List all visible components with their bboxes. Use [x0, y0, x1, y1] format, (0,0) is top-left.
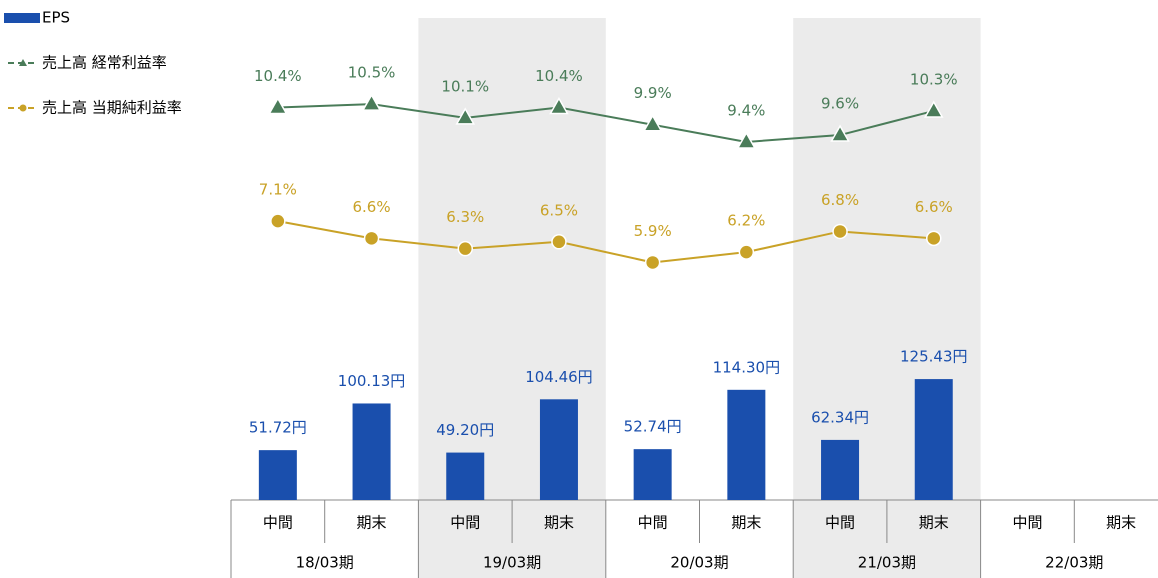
group-label: 21/03期 — [858, 554, 916, 572]
marker — [736, 131, 757, 149]
data-label: 6.5% — [540, 201, 578, 219]
marker — [549, 96, 569, 115]
bar — [633, 449, 672, 500]
data-label: 6.6% — [352, 198, 390, 216]
x-tick-label: 中間 — [825, 514, 855, 532]
legend-label: 売上高 当期純利益率 — [42, 99, 182, 117]
data-label: 7.1% — [259, 181, 297, 199]
data-label: 9.4% — [727, 101, 765, 119]
bar — [821, 439, 860, 500]
data-label: 10.5% — [348, 64, 396, 82]
marker — [268, 96, 288, 115]
x-tick-label: 期末 — [357, 514, 387, 532]
data-label: 10.1% — [441, 77, 489, 95]
data-label: 125.43円 — [900, 348, 968, 366]
data-label: 6.6% — [915, 198, 953, 216]
data-label: 5.9% — [634, 222, 672, 240]
group-label: 20/03期 — [670, 554, 728, 572]
bar — [352, 403, 391, 500]
data-label: 52.74円 — [624, 418, 682, 436]
bar — [446, 452, 485, 500]
line — [277, 103, 934, 143]
marker — [455, 107, 476, 125]
x-tick-label: 期末 — [731, 514, 761, 532]
marker — [923, 100, 944, 118]
x-tick-label: 中間 — [638, 514, 668, 532]
data-label: 10.3% — [910, 70, 958, 88]
data-label: 10.4% — [535, 67, 583, 85]
x-tick-label: 中間 — [263, 514, 293, 532]
marker — [270, 213, 286, 229]
x-tick-label: 期末 — [544, 514, 574, 532]
data-label: 104.46円 — [525, 368, 593, 386]
marker — [644, 254, 661, 271]
data-label: 9.9% — [634, 84, 672, 102]
legend-marker — [19, 104, 27, 112]
marker — [457, 240, 473, 257]
bar — [258, 450, 297, 500]
data-label: 51.72円 — [249, 419, 307, 437]
data-label: 9.6% — [821, 95, 859, 113]
marker — [832, 223, 848, 240]
marker — [361, 93, 382, 111]
legend-marker — [19, 59, 27, 66]
data-label: 114.30円 — [713, 358, 781, 376]
data-label: 10.4% — [254, 67, 302, 85]
data-label: 6.8% — [821, 191, 859, 209]
marker — [738, 244, 755, 260]
legend-swatch — [4, 13, 40, 23]
marker — [830, 124, 850, 142]
line — [277, 220, 934, 264]
data-label: 100.13円 — [338, 372, 406, 390]
bar — [914, 379, 953, 500]
x-tick-label: 中間 — [1012, 514, 1042, 532]
bar — [727, 389, 766, 500]
data-label: 6.2% — [727, 212, 765, 230]
data-label: 6.3% — [446, 208, 484, 226]
legend-label: EPS — [42, 9, 70, 27]
data-label: 49.20円 — [436, 421, 494, 439]
group-label: 18/03期 — [296, 554, 354, 572]
legend-label: 売上高 経常利益率 — [42, 54, 167, 72]
group-label: 19/03期 — [483, 554, 541, 572]
marker — [926, 230, 942, 247]
group-label: 22/03期 — [1045, 554, 1103, 572]
x-tick-label: 期末 — [1106, 514, 1136, 532]
marker — [363, 230, 380, 247]
x-tick-label: 期末 — [919, 514, 949, 532]
x-tick-label: 中間 — [450, 514, 480, 532]
data-label: 62.34円 — [811, 408, 869, 426]
bar — [539, 399, 578, 500]
marker — [642, 114, 663, 132]
marker — [551, 234, 567, 250]
